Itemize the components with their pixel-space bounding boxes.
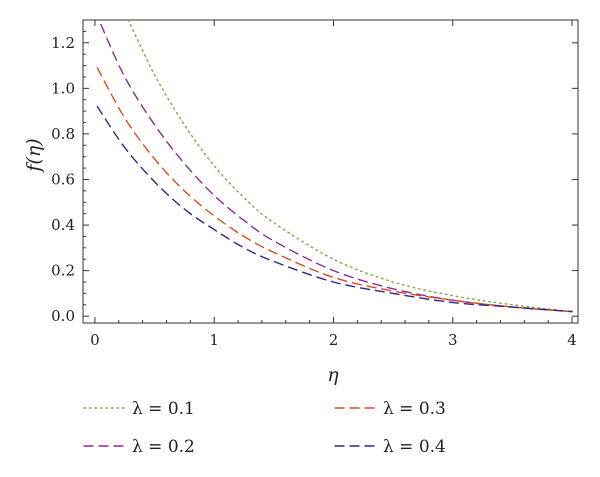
legend-label-4: λ = 0.4 [383,437,446,457]
y-tick-label: 1.2 [51,34,75,52]
plot-border [82,19,579,324]
x-tick-label: 4 [567,331,577,349]
legend-label-3: λ = 0.3 [383,399,446,419]
series-line-2 [100,23,573,313]
series-line-1 [127,20,573,313]
series-line-4 [96,105,573,313]
y-tick-label: 0.4 [51,216,75,234]
x-tick-label: 3 [448,331,458,349]
series-line-3 [96,67,573,313]
x-tick-label: 1 [209,331,219,349]
x-tick-label: 0 [90,331,100,349]
legend-label-1: λ = 0.1 [132,399,195,419]
axis-ticks: 0 1 2 3 4 0.0 0.2 0.4 0.6 0.8 1.0 1.2 [51,20,578,349]
series-lines [96,20,573,313]
x-tick-label: 2 [329,331,339,349]
plot-frame [82,19,579,324]
legend-label-2: λ = 0.2 [132,437,195,457]
y-tick-label: 1.0 [51,79,75,97]
legend: λ = 0.1 λ = 0.2 λ = 0.3 λ = 0.4 [83,399,446,457]
y-tick-label: 0.2 [51,262,75,280]
x-axis-label: η [327,364,339,386]
y-tick-label: 0.6 [51,170,75,188]
y-tick-label: 0.8 [51,125,75,143]
y-tick-label: 0.0 [51,307,75,325]
y-axis-label: f(η) [23,138,45,173]
